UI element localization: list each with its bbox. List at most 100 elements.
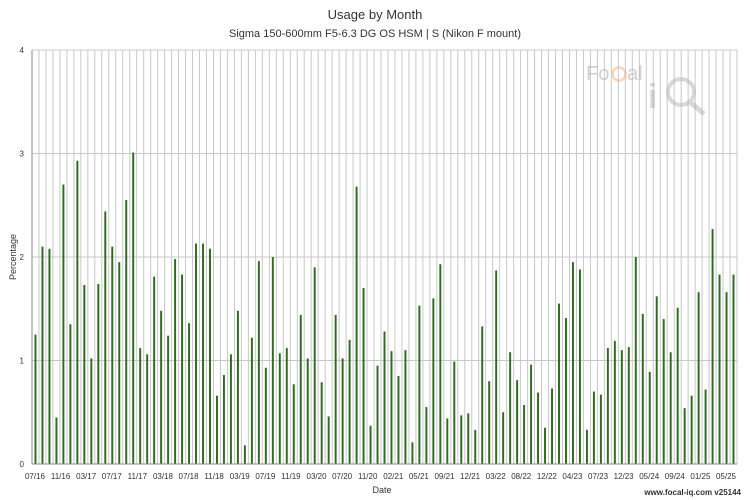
bar xyxy=(565,318,567,464)
bar xyxy=(669,352,672,464)
bar xyxy=(111,246,114,464)
bar xyxy=(299,314,302,464)
bar xyxy=(523,405,526,464)
bar xyxy=(641,313,644,464)
bar xyxy=(571,262,574,464)
footer-watermark: www.focal-iq.com v25144 xyxy=(644,488,741,497)
bar xyxy=(544,427,547,464)
bar xyxy=(209,248,211,464)
bar xyxy=(620,350,623,464)
bar xyxy=(676,307,679,464)
bar xyxy=(627,347,630,464)
x-tick-label: 11/20 xyxy=(358,472,378,481)
chart-grid xyxy=(31,49,738,465)
bar xyxy=(34,334,37,464)
x-tick-label: 09/21 xyxy=(434,472,455,481)
bar xyxy=(725,292,728,464)
bar xyxy=(404,350,407,464)
y-tick-label: 4 xyxy=(20,46,25,55)
svg-text:i: i xyxy=(648,78,657,116)
bar xyxy=(327,416,330,464)
bar xyxy=(174,259,177,464)
bar xyxy=(599,394,602,464)
x-tick-label: 08/22 xyxy=(511,472,532,481)
bar xyxy=(250,337,253,464)
bar xyxy=(83,284,86,464)
bar xyxy=(69,324,72,464)
bar xyxy=(732,274,735,464)
bar xyxy=(411,442,414,464)
bar xyxy=(502,412,505,464)
bar xyxy=(313,267,316,464)
bar xyxy=(181,274,184,464)
x-tick-label: 07/17 xyxy=(102,472,123,481)
chart-bars xyxy=(34,152,735,465)
bar xyxy=(160,310,163,464)
x-tick-label: 01/25 xyxy=(690,472,711,481)
bar xyxy=(655,296,658,464)
x-tick-label: 03/18 xyxy=(153,472,174,481)
bar xyxy=(292,384,295,464)
bar xyxy=(704,389,707,464)
bar xyxy=(167,335,170,464)
x-tick-label: 09/24 xyxy=(665,472,686,481)
bar xyxy=(229,354,232,464)
bar xyxy=(271,257,274,464)
bar xyxy=(132,152,135,464)
x-tick-label: 11/17 xyxy=(128,472,148,481)
bar xyxy=(390,351,393,464)
bar xyxy=(341,358,344,464)
bar xyxy=(530,364,533,464)
bar xyxy=(362,288,365,464)
x-tick-label: 12/21 xyxy=(460,472,481,481)
bar xyxy=(188,323,191,464)
bar xyxy=(76,160,79,464)
bar xyxy=(439,264,442,464)
x-tick-label: 03/20 xyxy=(307,472,328,481)
x-tick-label: 07/16 xyxy=(25,472,46,481)
bar xyxy=(648,371,651,464)
y-tick-label: 2 xyxy=(20,253,25,262)
bar xyxy=(243,445,246,464)
bar xyxy=(118,262,121,464)
x-tick-label: 12/22 xyxy=(537,472,558,481)
x-tick-label: 05/24 xyxy=(639,472,660,481)
bar xyxy=(495,270,498,464)
bar xyxy=(537,392,540,464)
bar xyxy=(125,200,128,464)
bar xyxy=(418,305,421,464)
bar xyxy=(146,354,149,464)
focal-iq-logo: Fo al i xyxy=(586,63,706,116)
bar xyxy=(48,248,51,464)
bar xyxy=(348,339,351,464)
y-tick-labels: 0 1 2 3 4 xyxy=(20,46,25,469)
y-tick-label: 0 xyxy=(20,460,25,469)
bar xyxy=(90,358,93,464)
bar xyxy=(236,310,239,464)
x-tick-label: 07/19 xyxy=(255,472,276,481)
bar xyxy=(369,425,372,464)
bar xyxy=(516,380,519,464)
svg-text:Fo: Fo xyxy=(586,63,609,85)
bar xyxy=(376,365,379,464)
bar xyxy=(592,391,595,464)
bar xyxy=(55,417,58,464)
bar xyxy=(697,292,700,464)
bar xyxy=(453,361,456,464)
bar xyxy=(585,429,588,464)
bar xyxy=(488,381,491,464)
bar xyxy=(474,429,477,464)
bar xyxy=(278,353,281,464)
bar xyxy=(446,418,449,464)
x-tick-label: 11/19 xyxy=(281,472,301,481)
bar xyxy=(460,415,463,464)
x-tick-labels: 07/16 11/16 03/17 07/17 11/17 03/18 07/18 11/18… xyxy=(25,472,737,481)
bar xyxy=(222,374,225,464)
y-tick-label: 3 xyxy=(20,150,25,159)
bar xyxy=(634,257,637,464)
bar xyxy=(481,326,484,464)
x-tick-label: 07/18 xyxy=(179,472,200,481)
chart-subtitle: Sigma 150-600mm F5-6.3 DG OS HSM | S (Ni… xyxy=(229,28,521,40)
bar xyxy=(683,408,686,464)
